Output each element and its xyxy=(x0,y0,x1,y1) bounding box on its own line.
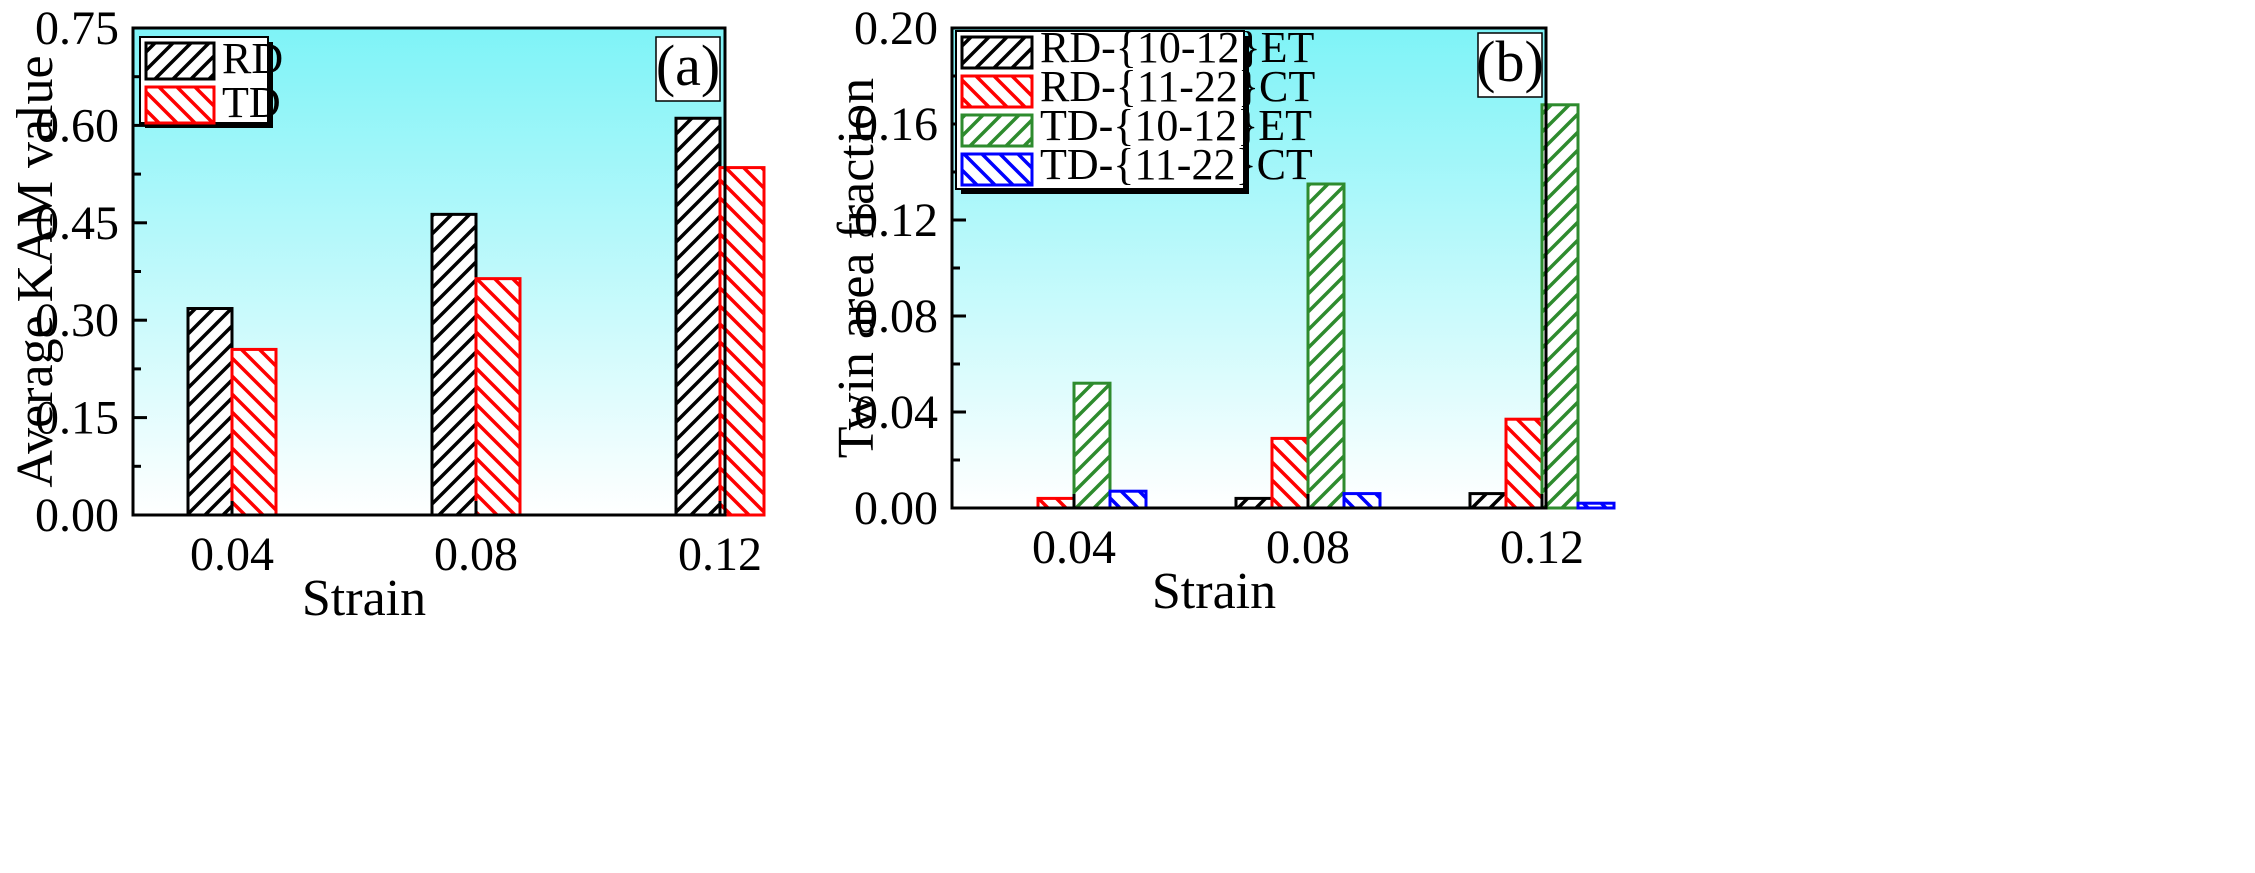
legend-swatch xyxy=(144,41,216,81)
legend-label: TD xyxy=(222,78,281,127)
legend: RD-{10-12}ETRD-{11-22}CTTD-{10-12}ETTD-{… xyxy=(955,23,1315,194)
legend-label: RD xyxy=(222,34,283,83)
y-tick-label: 0.08 xyxy=(854,290,938,343)
x-tick-label: 0.08 xyxy=(1266,521,1350,574)
legend-label: RD-{11-22}CT xyxy=(1040,62,1315,111)
bar-rd-11-22-ct-0.08 xyxy=(1270,436,1310,510)
legend-label: RD-{10-12}ET xyxy=(1040,23,1315,72)
bar-rd-10-12-et-0.12 xyxy=(1468,492,1508,510)
chart-panel-a: 0.00 0.15 0.30 0.45 0.60 0.75 0.04 0.08 0.12 Stra… xyxy=(7,2,766,627)
panel-label-background xyxy=(655,36,721,102)
legend-item: TD-{10-12}ET xyxy=(960,101,1312,150)
bar-rd-0.12 xyxy=(674,116,722,517)
x-tick-label: 0.08 xyxy=(434,528,518,581)
y-tick-label: 0.75 xyxy=(35,2,119,55)
legend-swatch xyxy=(144,85,216,125)
legend-item: RD-{11-22}CT xyxy=(960,62,1315,111)
x-axis-title: Strain xyxy=(302,570,426,627)
legend-item: RD-{10-12}ET xyxy=(960,23,1315,72)
legend-swatch xyxy=(960,74,1034,109)
bar-td-10-12-et-0.12 xyxy=(1540,103,1580,510)
x-tick-label: 0.12 xyxy=(1500,521,1584,574)
y-tick-label: 0.04 xyxy=(854,386,938,439)
legend-item: TD-{11-22}CT xyxy=(960,140,1313,189)
panel-label-background xyxy=(1477,32,1543,98)
y-tick-label: 0.00 xyxy=(854,482,938,535)
bar-td-11-22-ct-0.12 xyxy=(1576,501,1616,510)
panel-label: (b) xyxy=(1476,29,1544,94)
y-tick-label: 0.00 xyxy=(35,489,119,542)
y-tick-label: 0.16 xyxy=(854,98,938,151)
bar-rd-11-22-ct-0.12 xyxy=(1504,417,1544,510)
chart-panel-b: 0.00 0.04 0.08 0.12 0.16 0.20 0.04 0.08 0.12 Stra… xyxy=(828,2,1616,620)
legend-item: RD xyxy=(144,34,283,83)
x-tick-label: 0.04 xyxy=(190,528,274,581)
bar-td-0.08 xyxy=(474,277,522,517)
panel-label-box: (b) xyxy=(1476,29,1544,98)
legend-swatch xyxy=(960,35,1034,70)
bar-td-0.04 xyxy=(230,347,278,517)
bar-td-10-12-et-0.04 xyxy=(1072,381,1112,510)
y-tick-label: 0.60 xyxy=(35,99,119,152)
y-tick-label: 0.12 xyxy=(854,194,938,247)
panel-label: (a) xyxy=(656,33,720,98)
y-tick-label: 0.30 xyxy=(35,294,119,347)
x-tick-label: 0.12 xyxy=(678,528,762,581)
bar-td-0.12 xyxy=(718,166,766,517)
y-axis-title: Twin area fraction xyxy=(828,78,885,458)
y-tick-label: 0.20 xyxy=(854,2,938,55)
bar-td-10-12-et-0.08 xyxy=(1306,182,1346,510)
bar-rd-0.08 xyxy=(430,212,478,517)
bar-td-11-22-ct-0.04 xyxy=(1108,489,1148,510)
x-axis-title: Strain xyxy=(1152,563,1276,620)
panel-label-box: (a) xyxy=(655,33,721,102)
x-tick-label: 0.04 xyxy=(1032,521,1116,574)
y-axis-title: Average KAM value xyxy=(7,55,64,487)
legend-swatch xyxy=(960,152,1034,187)
legend-item: TD xyxy=(144,78,281,127)
legend-label: TD-{11-22}CT xyxy=(1040,140,1313,189)
y-tick-label: 0.15 xyxy=(35,392,119,445)
bar-td-11-22-ct-0.08 xyxy=(1342,492,1382,510)
bar-rd-0.04 xyxy=(186,307,234,517)
legend-swatch xyxy=(960,113,1034,148)
y-tick-label: 0.45 xyxy=(35,197,119,250)
legend-label: TD-{10-12}ET xyxy=(1040,101,1312,150)
